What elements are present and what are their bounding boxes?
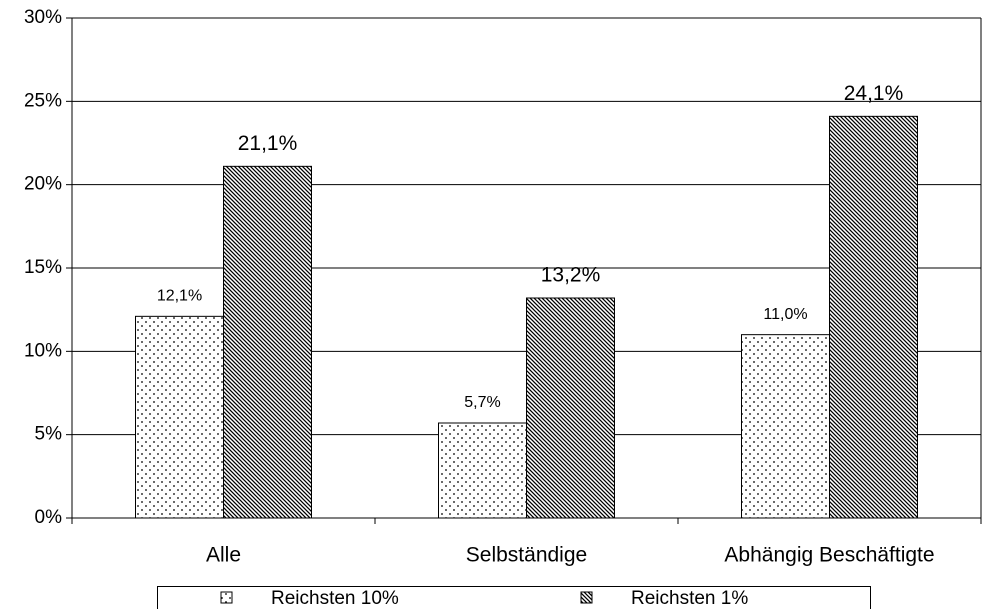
- x-tick-label: Selbständige: [466, 544, 587, 567]
- y-tick-label: 30%: [24, 7, 62, 28]
- value-label: 24,1%: [844, 82, 904, 105]
- y-tick-label: 0%: [35, 507, 63, 528]
- bar: [135, 315, 224, 519]
- legend-box: [157, 586, 871, 609]
- bar: [526, 297, 615, 519]
- y-tick-label: 5%: [35, 424, 63, 445]
- bar: [741, 334, 830, 519]
- value-label: 21,1%: [238, 132, 298, 155]
- y-tick-label: 10%: [24, 340, 62, 361]
- bar: [223, 165, 312, 519]
- bar: [829, 115, 918, 519]
- value-label: 12,1%: [157, 288, 202, 305]
- y-tick-label: 25%: [24, 90, 62, 111]
- legend-swatch: [220, 591, 233, 604]
- value-label: 11,0%: [763, 306, 807, 323]
- x-tick-label: Abhängig Beschäftigte: [724, 544, 934, 567]
- bar: [438, 422, 527, 519]
- y-tick-label: 15%: [24, 257, 62, 278]
- value-label: 13,2%: [541, 264, 601, 287]
- y-tick-label: 20%: [24, 174, 62, 195]
- legend-label: Reichsten 1%: [631, 588, 748, 609]
- legend-label: Reichsten 10%: [271, 588, 399, 609]
- legend-swatch: [580, 591, 593, 604]
- x-tick-label: Alle: [206, 544, 241, 567]
- value-label: 5,7%: [464, 394, 500, 411]
